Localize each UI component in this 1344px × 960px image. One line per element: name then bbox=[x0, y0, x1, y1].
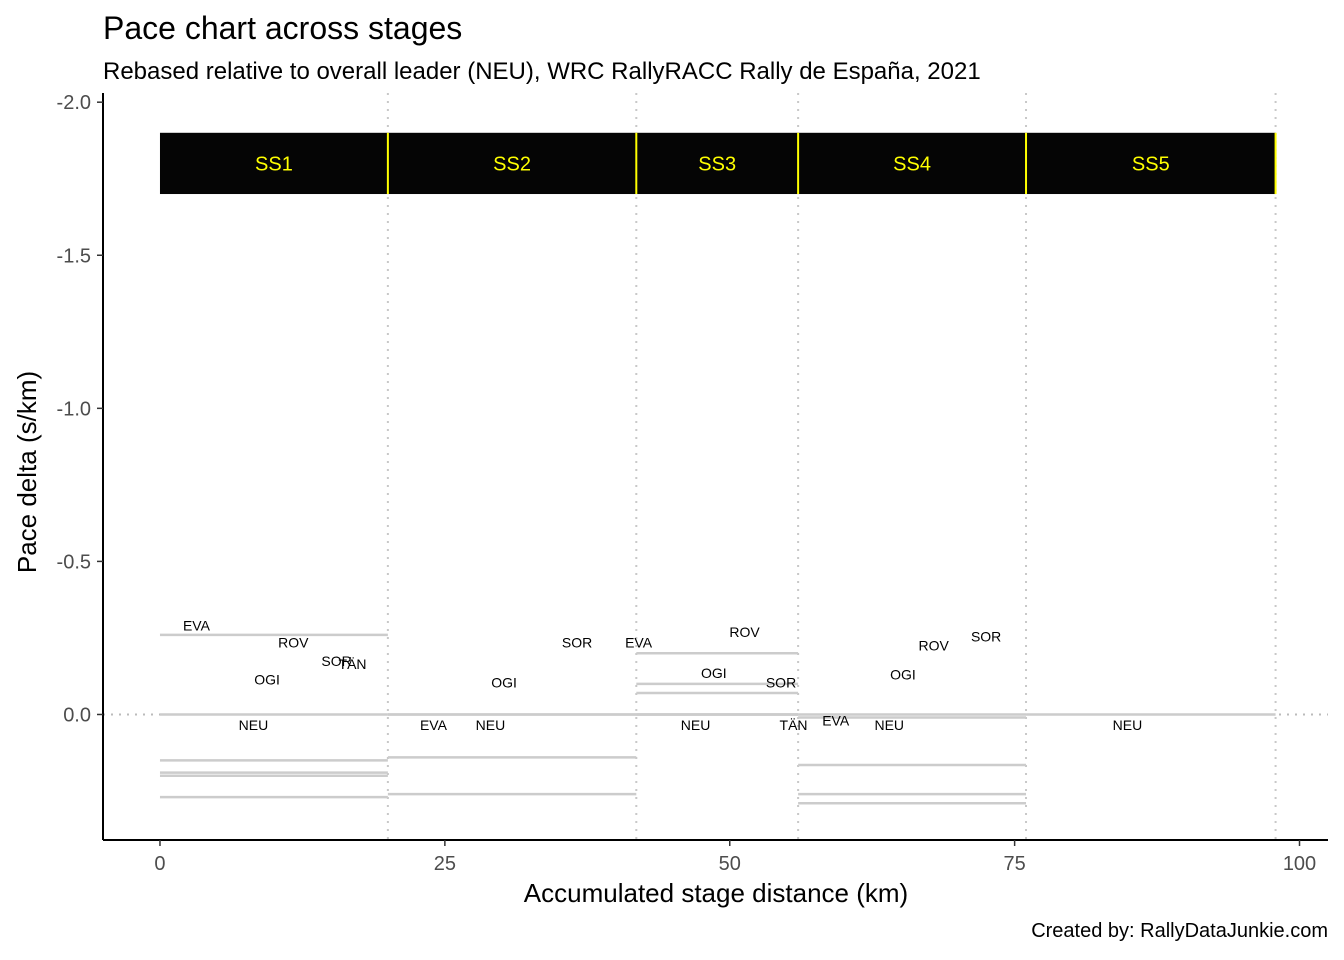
driver-label-19: OGI bbox=[890, 667, 916, 683]
stage-band-background bbox=[159, 132, 1276, 195]
driver-label-17: EVA bbox=[822, 713, 850, 729]
x-tick-label-25: 25 bbox=[434, 853, 456, 875]
y-axis-title: Pace delta (s/km) bbox=[12, 371, 42, 573]
driver-label-9: OGI bbox=[491, 674, 517, 690]
driver-label-14: NEU bbox=[681, 717, 711, 733]
x-tick-label-75: 75 bbox=[1004, 853, 1026, 875]
driver-label-18: NEU bbox=[874, 717, 904, 733]
driver-label-15: TÄN bbox=[780, 717, 808, 733]
stage-label-ss2: SS2 bbox=[493, 153, 531, 175]
pace-segments bbox=[159, 633, 1276, 805]
stage-band: SS1 SS2 SS3 SS4 SS5 bbox=[159, 132, 1277, 195]
driver-label-10: SOR bbox=[562, 635, 592, 651]
stage-label-ss3: SS3 bbox=[698, 153, 736, 175]
driver-label-20: ROV bbox=[919, 638, 950, 654]
driver-label-6: ROV bbox=[278, 635, 309, 651]
x-axis-title: Accumulated stage distance (km) bbox=[524, 878, 908, 908]
driver-label-21: SOR bbox=[971, 628, 1001, 644]
y-tick-label-3: -0.5 bbox=[57, 551, 91, 573]
driver-label-22: NEU bbox=[1113, 717, 1143, 733]
driver-label-8: NEU bbox=[476, 717, 506, 733]
stage-label-ss1: SS1 bbox=[255, 153, 293, 175]
stage-label-ss4: SS4 bbox=[893, 153, 931, 175]
chart-title: Pace chart across stages bbox=[103, 10, 463, 46]
driver-label-11: EVA bbox=[625, 635, 653, 651]
driver-label-4: TÄN bbox=[339, 656, 367, 672]
driver-label-2: NEU bbox=[239, 717, 269, 733]
driver-label-3: OGI bbox=[254, 671, 280, 687]
driver-label-7: EVA bbox=[420, 717, 448, 733]
x-tick-label-0: 0 bbox=[154, 853, 165, 875]
chart-subtitle: Rebased relative to overall leader (NEU)… bbox=[103, 58, 981, 85]
x-tick-label-100: 100 bbox=[1283, 853, 1316, 875]
y-tick-label-2: -1.0 bbox=[57, 398, 91, 420]
y-tick-label-1: -1.5 bbox=[57, 245, 91, 267]
driver-label-12: OGI bbox=[701, 665, 727, 681]
x-tick-label-50: 50 bbox=[719, 853, 741, 875]
y-tick-label-0: -2.0 bbox=[57, 92, 91, 114]
y-tick-label-4: 0.0 bbox=[63, 704, 91, 726]
driver-label-5: SOR bbox=[321, 653, 351, 669]
driver-label-16: ROV bbox=[729, 624, 760, 640]
driver-label-13: SOR bbox=[766, 674, 796, 690]
chart-caption: Created by: RallyDataJunkie.com bbox=[1031, 920, 1328, 942]
driver-label-1: EVA bbox=[183, 618, 211, 634]
axes: 0 25 50 75 100 -2.0 -1.5 -1.0 -0.5 0.0 bbox=[57, 92, 1328, 875]
stage-label-ss5: SS5 bbox=[1132, 153, 1170, 175]
